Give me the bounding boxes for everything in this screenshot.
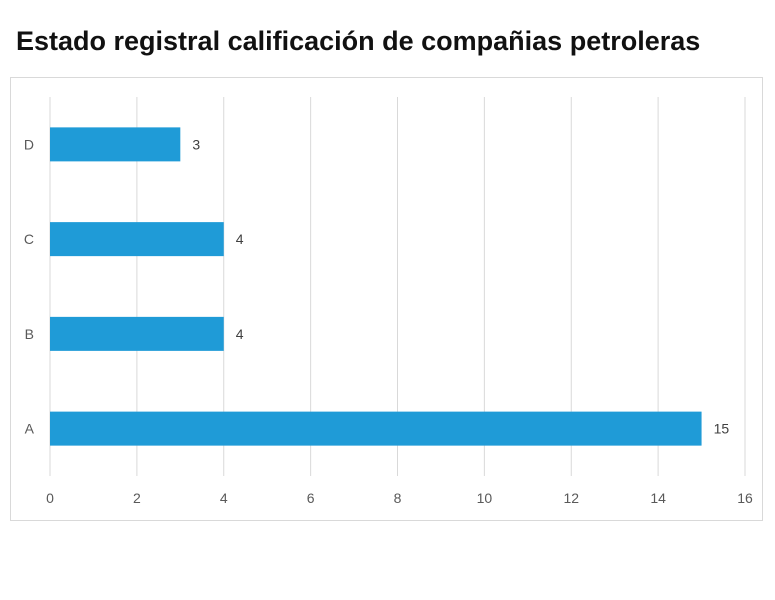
- bar-c: [50, 222, 224, 257]
- bar-b: [50, 316, 224, 351]
- y-category-label: B: [25, 326, 34, 342]
- bar-a: [50, 411, 702, 446]
- x-tick-label: 2: [133, 490, 141, 506]
- x-tick-label: 6: [307, 490, 315, 506]
- y-category-label: A: [25, 421, 35, 437]
- x-tick-label: 8: [394, 490, 402, 506]
- data-label: 3: [192, 136, 200, 152]
- data-label: 4: [236, 231, 244, 247]
- x-tick-label: 10: [477, 490, 493, 506]
- data-label: 15: [714, 421, 730, 437]
- y-category-label: D: [24, 136, 34, 152]
- x-tick-label: 12: [563, 490, 579, 506]
- x-tick-label: 0: [46, 490, 54, 506]
- y-category-label: C: [24, 231, 34, 247]
- x-tick-label: 16: [737, 490, 753, 506]
- x-tick-label: 4: [220, 490, 228, 506]
- chart-title: Estado registral calificación de compañi…: [16, 26, 701, 56]
- data-label: 4: [236, 326, 244, 342]
- x-tick-label: 14: [650, 490, 666, 506]
- bar-d: [50, 127, 181, 162]
